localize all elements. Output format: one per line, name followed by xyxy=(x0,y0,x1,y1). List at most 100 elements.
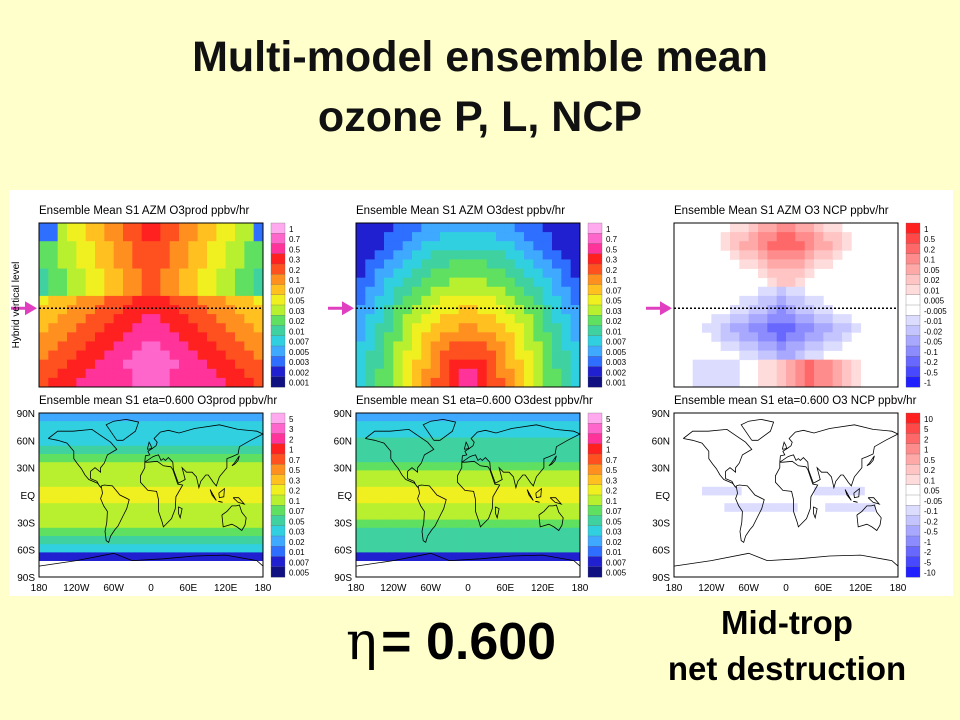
heatmap-cell xyxy=(207,295,217,306)
heatmap-cell xyxy=(235,250,245,260)
heatmap-cell xyxy=(479,544,486,553)
heatmap-cell xyxy=(48,359,59,370)
heatmap-cell xyxy=(449,295,460,306)
heatmap-cell xyxy=(117,511,124,520)
heatmap-cell xyxy=(367,503,374,512)
heatmap-cell xyxy=(518,544,525,553)
heatmap-cell xyxy=(832,232,843,242)
heatmap-cell xyxy=(546,462,553,471)
heatmap-cell xyxy=(535,495,542,504)
heatmap-cell xyxy=(356,377,366,388)
colorbar-swatch xyxy=(587,233,603,244)
heatmap-cell xyxy=(372,552,379,561)
heatmap-cell xyxy=(804,232,815,242)
heatmap-cell xyxy=(72,454,79,463)
heatmap-cell xyxy=(546,536,553,545)
heatmap-cell xyxy=(378,552,385,561)
coastline xyxy=(494,506,500,520)
heatmap-cell xyxy=(440,332,450,342)
plot-frame-p3 xyxy=(673,222,899,388)
heatmap-cell xyxy=(458,368,469,379)
heatmap-cell xyxy=(458,359,469,370)
heatmap-cell xyxy=(156,462,163,471)
heatmap-cell xyxy=(486,314,497,324)
heatmap-cell xyxy=(776,332,787,342)
heatmap-cell xyxy=(134,478,141,488)
heatmap-cell xyxy=(501,527,508,537)
heatmap-cell xyxy=(106,552,113,561)
heatmap-cell xyxy=(207,314,217,324)
heatmap-cell xyxy=(246,552,253,561)
heatmap-cell xyxy=(39,429,45,438)
heatmap-cell xyxy=(218,462,225,471)
heatmap-cell xyxy=(39,323,49,333)
heatmap-cell xyxy=(529,437,536,447)
heatmap-cell xyxy=(739,232,750,242)
heatmap-cell xyxy=(490,519,497,529)
heatmap-cell xyxy=(384,250,394,260)
heatmap-cell xyxy=(216,268,227,279)
heatmap-cell xyxy=(111,511,118,520)
heatmap-cell xyxy=(188,341,199,351)
heatmap-cell xyxy=(378,486,385,496)
heatmap-cell xyxy=(253,377,264,388)
heatmap-cell xyxy=(552,223,562,233)
heatmap-cell xyxy=(445,478,452,488)
heatmap-cell xyxy=(423,527,430,537)
heatmap-cell xyxy=(786,277,796,288)
heatmap-cell xyxy=(160,286,171,297)
heatmap-cell xyxy=(76,268,87,279)
heatmap-cell xyxy=(486,350,497,361)
heatmap-cell xyxy=(151,314,161,324)
heatmap-cell xyxy=(113,359,124,370)
heatmap-cell xyxy=(141,250,152,260)
heatmap-cell xyxy=(184,462,191,471)
heatmap-cell xyxy=(72,462,79,471)
heatmap-cell xyxy=(524,250,534,260)
heatmap-cell xyxy=(496,478,502,488)
heatmap-cell xyxy=(235,519,241,529)
heatmap-cell xyxy=(533,259,544,269)
heatmap-cell xyxy=(123,478,129,488)
heatmap-cell xyxy=(229,544,236,553)
heatmap-cell xyxy=(257,478,264,488)
heatmap-cell xyxy=(44,454,51,463)
heatmap-cell xyxy=(83,462,90,471)
heatmap-cell xyxy=(823,377,834,388)
heatmap-cell xyxy=(44,421,51,430)
heatmap-cell xyxy=(449,359,460,370)
coastline xyxy=(781,441,788,450)
heatmap-cell xyxy=(95,323,105,333)
heatmap-cell xyxy=(395,536,402,545)
heatmap-cell xyxy=(858,486,865,496)
heatmap-cell xyxy=(145,527,152,537)
heatmap-cell xyxy=(374,232,385,242)
heatmap-cell xyxy=(440,277,450,288)
heatmap-cell xyxy=(139,486,146,496)
heatmap-cell xyxy=(428,454,435,463)
heatmap-cell xyxy=(473,495,480,504)
heatmap-cell xyxy=(384,421,390,430)
heatmap-cell xyxy=(160,259,171,269)
heatmap-cell xyxy=(417,527,424,537)
heatmap-cell xyxy=(169,359,180,370)
colorbar-label: 1 xyxy=(924,446,929,455)
heatmap-cell xyxy=(57,241,68,251)
heatmap-cell xyxy=(758,241,768,251)
heatmap-cell xyxy=(139,519,146,529)
heatmap-cell xyxy=(39,295,49,306)
heatmap-cell xyxy=(568,437,575,447)
heatmap-cell xyxy=(207,454,213,463)
heatmap-cell xyxy=(55,519,62,529)
heatmap-cell xyxy=(50,429,57,438)
heatmap-cell xyxy=(162,519,169,529)
heatmap-cell xyxy=(169,277,180,288)
heatmap-cell xyxy=(78,544,85,553)
colorbar-label: 0.5 xyxy=(924,235,936,244)
heatmap-cell xyxy=(445,413,452,422)
heatmap-cell xyxy=(197,250,208,260)
heatmap-cell xyxy=(128,445,135,455)
heatmap-cell xyxy=(507,544,514,553)
heatmap-cell xyxy=(145,503,152,512)
heatmap-cell xyxy=(389,519,396,529)
